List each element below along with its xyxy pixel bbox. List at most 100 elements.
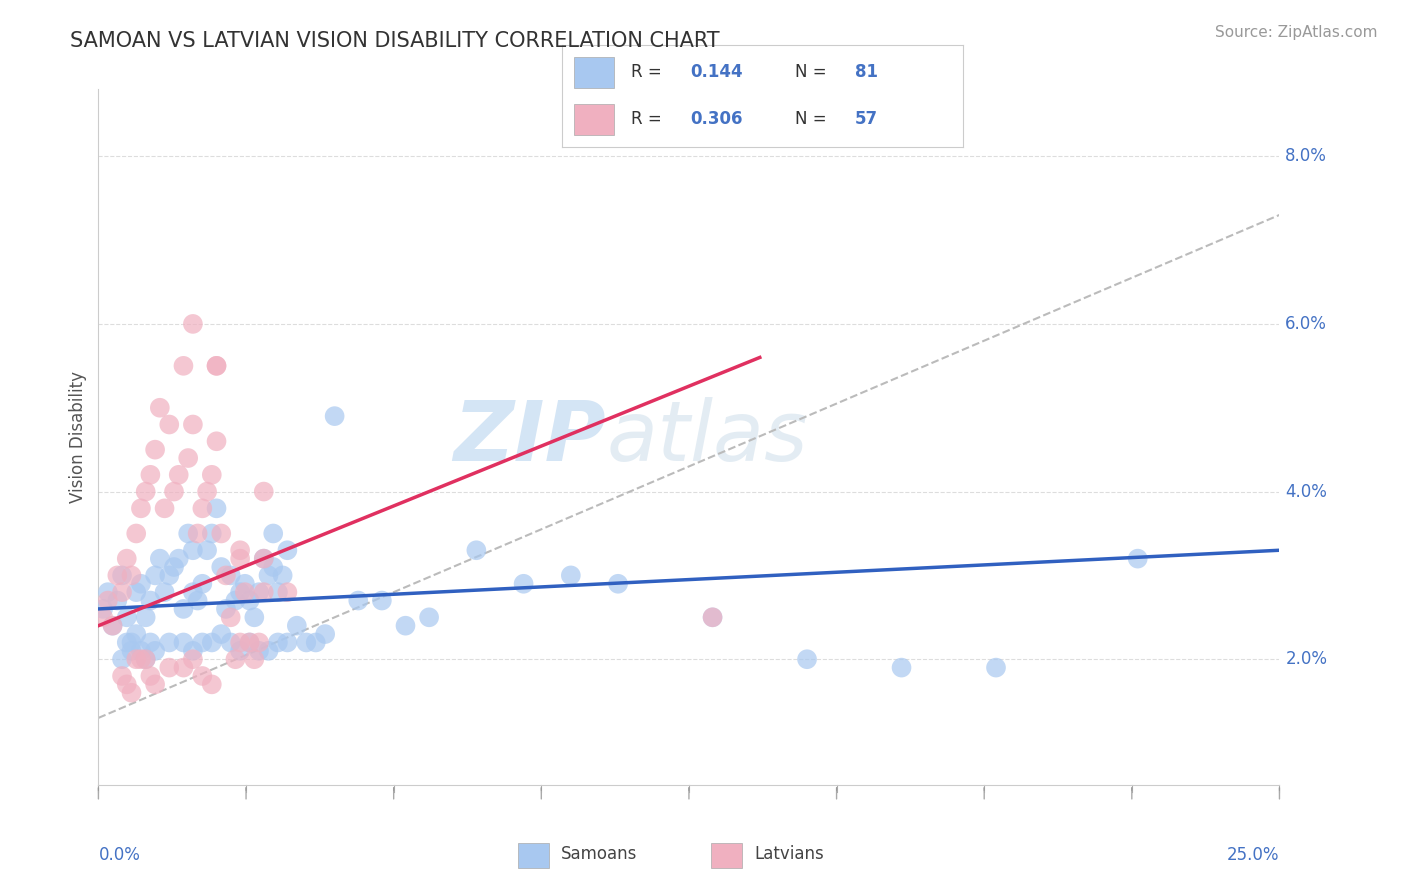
Text: ZIP: ZIP: [454, 397, 606, 477]
Point: [201, 467, 224, 482]
Point: [115, 610, 138, 624]
Point: [229, 585, 252, 599]
Point: [157, 417, 180, 432]
Point: [149, 551, 172, 566]
Point: [271, 568, 294, 582]
Point: [143, 568, 166, 582]
Point: [253, 585, 276, 599]
Point: [890, 660, 912, 674]
Point: [209, 526, 232, 541]
Point: [305, 635, 328, 649]
Point: [115, 551, 138, 566]
Text: R =: R =: [630, 111, 666, 128]
Point: [984, 660, 1007, 674]
Point: [129, 501, 152, 516]
Point: [239, 635, 262, 649]
Point: [276, 585, 298, 599]
Text: 57: 57: [855, 111, 877, 128]
Point: [215, 602, 238, 616]
Text: Source: ZipAtlas.com: Source: ZipAtlas.com: [1215, 25, 1378, 40]
Point: [796, 652, 818, 666]
Point: [129, 576, 152, 591]
Point: [702, 610, 724, 624]
Point: [129, 644, 152, 658]
Point: [157, 635, 180, 649]
Text: R =: R =: [630, 63, 666, 81]
Point: [253, 551, 276, 566]
Point: [262, 526, 284, 541]
Text: N =: N =: [794, 63, 832, 81]
Point: [323, 409, 346, 424]
Text: 0.144: 0.144: [690, 63, 744, 81]
Point: [153, 501, 176, 516]
Text: Samoans: Samoans: [561, 845, 638, 863]
Point: [418, 610, 440, 624]
Point: [135, 610, 157, 624]
Point: [191, 576, 214, 591]
Point: [139, 593, 162, 607]
Point: [153, 585, 176, 599]
Text: 4.0%: 4.0%: [1285, 483, 1327, 500]
Point: [233, 576, 256, 591]
Point: [267, 635, 290, 649]
Point: [101, 618, 124, 632]
Point: [149, 401, 172, 415]
Point: [229, 635, 252, 649]
Point: [181, 585, 204, 599]
Point: [139, 635, 162, 649]
Point: [253, 551, 276, 566]
Point: [560, 568, 582, 582]
Point: [224, 652, 246, 666]
Point: [201, 635, 224, 649]
Point: [195, 484, 218, 499]
Point: [139, 467, 162, 482]
Point: [187, 526, 209, 541]
Point: [143, 442, 166, 457]
Point: [257, 644, 280, 658]
Text: N =: N =: [794, 111, 832, 128]
Point: [135, 652, 157, 666]
Point: [163, 484, 186, 499]
Point: [205, 359, 228, 373]
FancyBboxPatch shape: [517, 843, 550, 868]
Point: [111, 585, 134, 599]
Point: [295, 635, 318, 649]
Point: [276, 543, 298, 558]
Point: [191, 669, 214, 683]
Point: [163, 560, 186, 574]
Point: [181, 652, 204, 666]
Point: [121, 635, 143, 649]
Point: [209, 560, 232, 574]
Point: [224, 593, 246, 607]
FancyBboxPatch shape: [575, 57, 614, 87]
Point: [239, 635, 262, 649]
Point: [201, 677, 224, 691]
Point: [125, 627, 148, 641]
Point: [285, 618, 308, 632]
Point: [276, 635, 298, 649]
Point: [139, 669, 162, 683]
Point: [267, 585, 290, 599]
Point: [157, 660, 180, 674]
Point: [314, 627, 336, 641]
Text: 25.0%: 25.0%: [1227, 847, 1279, 864]
Text: 2.0%: 2.0%: [1285, 650, 1327, 668]
Text: Latvians: Latvians: [754, 845, 824, 863]
Point: [135, 652, 157, 666]
Point: [219, 610, 242, 624]
Point: [209, 627, 232, 641]
Point: [143, 644, 166, 658]
Text: 6.0%: 6.0%: [1285, 315, 1327, 333]
Point: [91, 602, 114, 616]
Point: [121, 644, 143, 658]
Point: [229, 543, 252, 558]
Point: [205, 359, 228, 373]
Point: [205, 501, 228, 516]
Point: [172, 359, 194, 373]
Text: SAMOAN VS LATVIAN VISION DISABILITY CORRELATION CHART: SAMOAN VS LATVIAN VISION DISABILITY CORR…: [70, 31, 720, 51]
Point: [371, 593, 394, 607]
Point: [205, 434, 228, 449]
Point: [233, 585, 256, 599]
Point: [191, 635, 214, 649]
Point: [177, 450, 200, 465]
